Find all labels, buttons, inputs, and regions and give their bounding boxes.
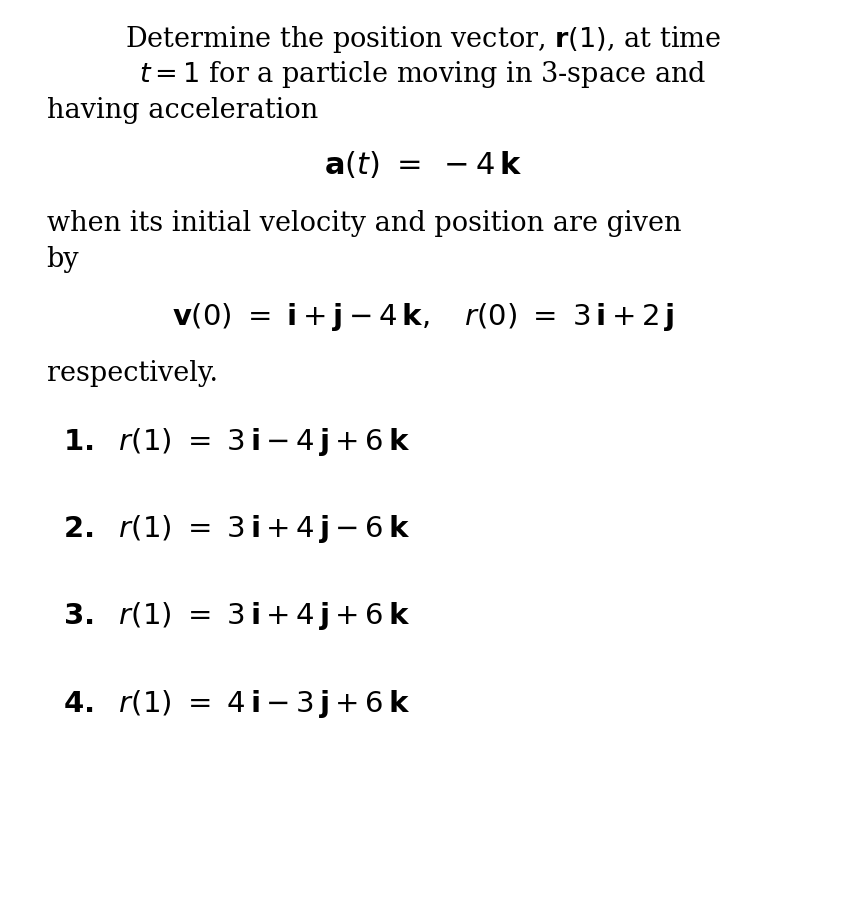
Text: $\mathbf{v}(0) \ = \ \mathbf{i}+\mathbf{j}-4\,\mathbf{k}, \quad r(0) \ = \ 3\,\m: $\mathbf{v}(0) \ = \ \mathbf{i}+\mathbf{… <box>172 301 674 333</box>
Text: $\mathbf{a}(t) \ = \ -4\,\mathbf{k}$: $\mathbf{a}(t) \ = \ -4\,\mathbf{k}$ <box>324 150 522 181</box>
Text: when its initial velocity and position are given: when its initial velocity and position a… <box>47 210 681 237</box>
Text: $\mathbf{2.} \ \ r(1) \ = \ 3\,\mathbf{i}+4\,\mathbf{j}-6\,\mathbf{k}$: $\mathbf{2.} \ \ r(1) \ = \ 3\,\mathbf{i… <box>63 512 410 545</box>
Text: $\mathbf{1.} \ \ r(1) \ = \ 3\,\mathbf{i}-4\,\mathbf{j}+6\,\mathbf{k}$: $\mathbf{1.} \ \ r(1) \ = \ 3\,\mathbf{i… <box>63 425 410 458</box>
Text: $t = 1$ for a particle moving in 3-space and: $t = 1$ for a particle moving in 3-space… <box>140 59 706 90</box>
Text: by: by <box>47 245 80 272</box>
Text: respectively.: respectively. <box>47 360 217 387</box>
Text: Determine the position vector, $\mathbf{r}(1)$, at time: Determine the position vector, $\mathbf{… <box>125 24 721 55</box>
Text: $\mathbf{4.} \ \ r(1) \ = \ 4\,\mathbf{i}-3\,\mathbf{j}+6\,\mathbf{k}$: $\mathbf{4.} \ \ r(1) \ = \ 4\,\mathbf{i… <box>63 687 410 720</box>
Text: $\mathbf{3.} \ \ r(1) \ = \ 3\,\mathbf{i}+4\,\mathbf{j}+6\,\mathbf{k}$: $\mathbf{3.} \ \ r(1) \ = \ 3\,\mathbf{i… <box>63 599 410 631</box>
Text: having acceleration: having acceleration <box>47 97 318 124</box>
